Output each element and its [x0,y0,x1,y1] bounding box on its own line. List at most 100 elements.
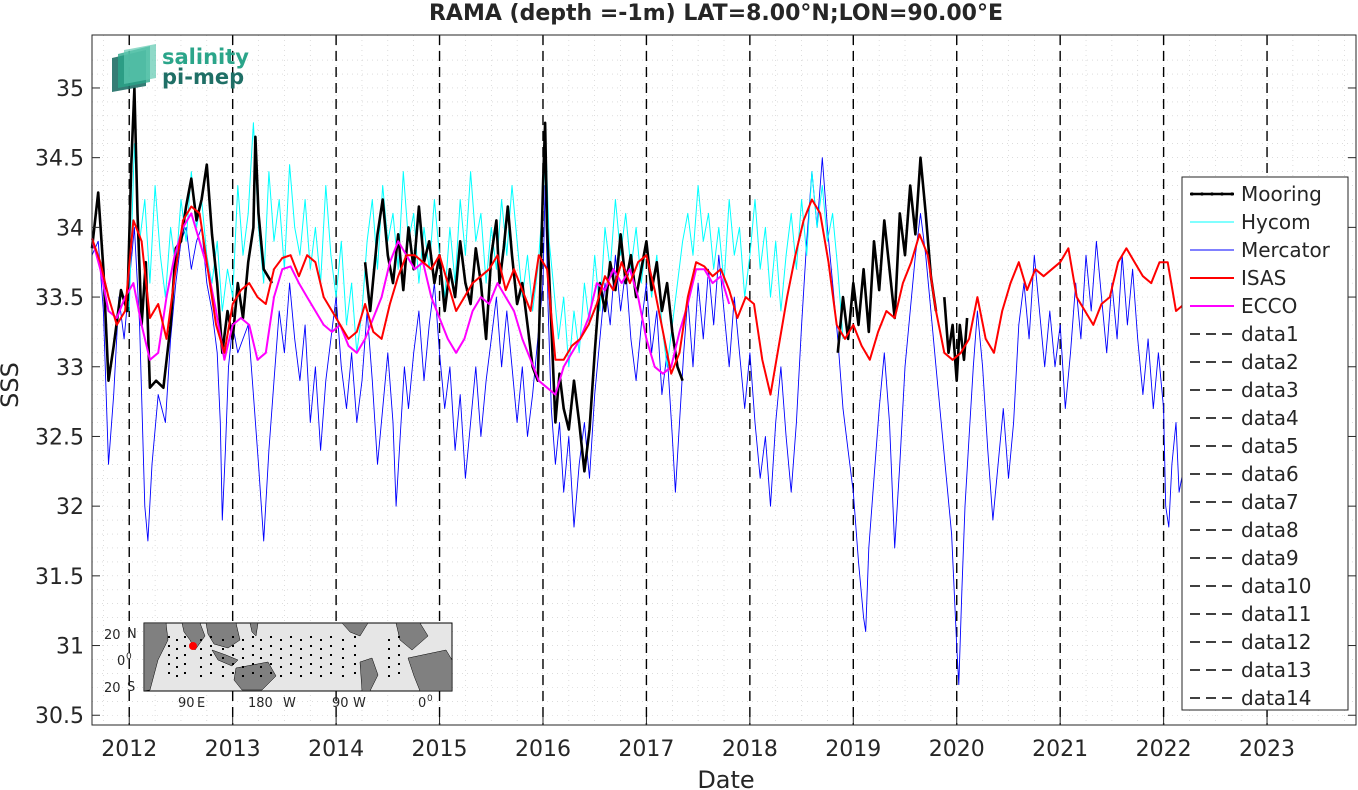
legend-label: data12 [1241,630,1312,654]
mooring-dot [342,675,344,677]
legend-label: data5 [1241,434,1299,458]
inset-lat-20n: 20 [104,628,121,643]
mooring-dot [200,657,202,659]
mooring-dot [354,654,356,656]
mooring-array-dots [168,636,400,677]
inset-lon-90e: 90 [178,696,195,711]
x-tick-label: 2013 [205,737,261,762]
mooring-dot [270,654,272,656]
mooring-dot [300,675,302,677]
legend-label: data11 [1241,602,1312,626]
series-line-mooring [943,297,969,382]
x-tick-label: 2021 [1032,737,1088,762]
mooring-dot [310,654,312,656]
mooring-dot [242,657,244,659]
x-tick-label: 2017 [618,737,674,762]
mooring-dot [290,645,292,647]
legend-label: data6 [1241,462,1299,486]
y-tick-label: 30.5 [35,704,84,729]
legend-label: Mercator [1241,238,1331,262]
mooring-dot [290,654,292,656]
inset-lon-0: 0 [418,696,426,711]
mooring-dot [232,636,234,638]
x-tick-label: 2020 [929,737,985,762]
mooring-dot [280,639,282,641]
mooring-dot [320,666,322,668]
y-axis: 30.5 31 31.5 32 32.5 33 33.5 34 34.5 35 [35,77,1356,729]
mooring-dot [222,666,224,668]
y-axis-label: SSS [0,362,24,408]
mooring-dot [222,675,224,677]
mooring-dot [210,672,212,674]
legend-label: data4 [1241,406,1299,430]
inset-lat-20s: 20 [104,681,121,696]
mooring-dot [232,654,234,656]
inset-map-land [143,622,453,692]
mooring-dot [242,639,244,641]
mooring-dot [310,645,312,647]
mooring-dot [252,672,254,674]
legend-label: data13 [1241,658,1312,682]
mooring-dot [222,657,224,659]
series-line-isas [91,198,1185,396]
mooring-dot [200,675,202,677]
mooring-dot [168,663,170,665]
x-tick-label: 2019 [825,737,881,762]
mooring-dot [232,672,234,674]
mooring-dot [388,639,390,641]
mooring-dot [222,648,224,650]
mooring-dot [176,648,178,650]
mooring-dot [388,675,390,677]
y-tick-label: 32 [56,495,84,520]
mooring-dot [320,657,322,659]
y-tick-label: 34.5 [35,147,84,172]
mooring-dot [398,654,400,656]
mooring-dot [330,636,332,638]
legend: Mooring Hycom Mercator ISAS ECCO data1 data2 da… [1181,176,1349,711]
mooring-dot [290,663,292,665]
legend-label: data3 [1241,378,1299,402]
mooring-dot [330,654,332,656]
mooring-dot [242,648,244,650]
x-tick-label: 2015 [412,737,468,762]
mooring-dot [210,654,212,656]
mooring-dot [354,636,356,638]
mooring-dot [184,672,186,674]
mooring-dot [210,645,212,647]
mooring-dot [252,654,254,656]
mooring-dot [388,666,390,668]
legend-swatch-dot [1210,192,1214,196]
mooring-dot [320,648,322,650]
mooring-dot [260,639,262,641]
y-tick-label: 34 [56,216,84,241]
mooring-dot [320,639,322,641]
x-tick-label: 2022 [1136,737,1192,762]
legend-label: data9 [1241,546,1299,570]
mooring-dot [398,672,400,674]
mooring-dot [270,645,272,647]
y-tick-label: 32.5 [35,425,84,450]
legend-label: data14 [1241,686,1312,710]
x-tick-label: 2012 [101,737,157,762]
mooring-dot [168,636,170,638]
legend-label: data2 [1241,350,1299,374]
mooring-dot [290,636,292,638]
mooring-dot [300,657,302,659]
mooring-dot [388,657,390,659]
mooring-dot [260,648,262,650]
mooring-dot [222,639,224,641]
inset-lon-180w: 180 [248,696,273,711]
mooring-dot [210,636,212,638]
x-axis-label: Date [697,766,754,790]
mooring-dot [310,663,312,665]
mooring-dot [330,663,332,665]
x-tick-label: 2014 [308,737,364,762]
mooring-dot [168,645,170,647]
mooring-dot [232,645,234,647]
mooring-dot [252,645,254,647]
mooring-dot [200,648,202,650]
inset-lon-90e-suffix: E [197,696,205,711]
chart-title: RAMA (depth =-1m) LAT=8.00°N;LON=90.00°E [429,1,1003,26]
mooring-dot [270,672,272,674]
mooring-dot [270,636,272,638]
